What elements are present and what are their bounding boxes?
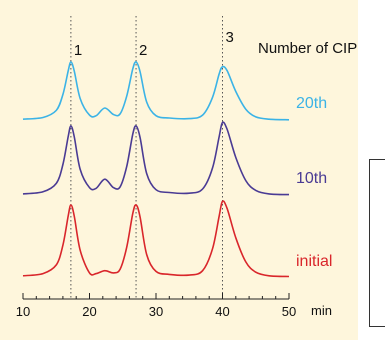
peak-label-1: 1 <box>74 42 82 59</box>
x-tick-label-40: 40 <box>215 304 229 319</box>
side-panel-box <box>369 159 385 327</box>
chromatogram-panel: 1 2 3 Number of CIP 20th 10th initial 10 20 30… <box>0 0 358 340</box>
series-labels: 20th 10th initial <box>296 95 332 270</box>
x-axis-unit-label: min <box>311 303 332 318</box>
series-traces <box>22 61 290 278</box>
x-tick-label-50: 50 <box>282 304 296 319</box>
peak-guide-lines <box>70 16 223 299</box>
x-tick-label-20: 20 <box>82 304 96 319</box>
peak-label-2: 2 <box>139 42 147 59</box>
series-trace-initial <box>22 200 290 278</box>
series-label-20th: 20th <box>296 95 327 112</box>
x-axis: 10 20 30 40 50 min <box>16 293 332 319</box>
x-tick-label-10: 10 <box>16 304 30 319</box>
chromatogram-chart: 1 2 3 Number of CIP 20th 10th initial 10 20 30… <box>16 16 357 319</box>
x-tick-label-30: 30 <box>149 304 163 319</box>
series-label-initial: initial <box>296 253 332 270</box>
series-label-10th: 10th <box>296 170 327 187</box>
series-trace-20th <box>22 61 290 121</box>
peak-label-3: 3 <box>226 29 234 46</box>
peak-labels: 1 2 3 <box>74 29 234 59</box>
legend-title: Number of CIP <box>258 40 357 57</box>
series-trace-10th <box>22 121 290 196</box>
